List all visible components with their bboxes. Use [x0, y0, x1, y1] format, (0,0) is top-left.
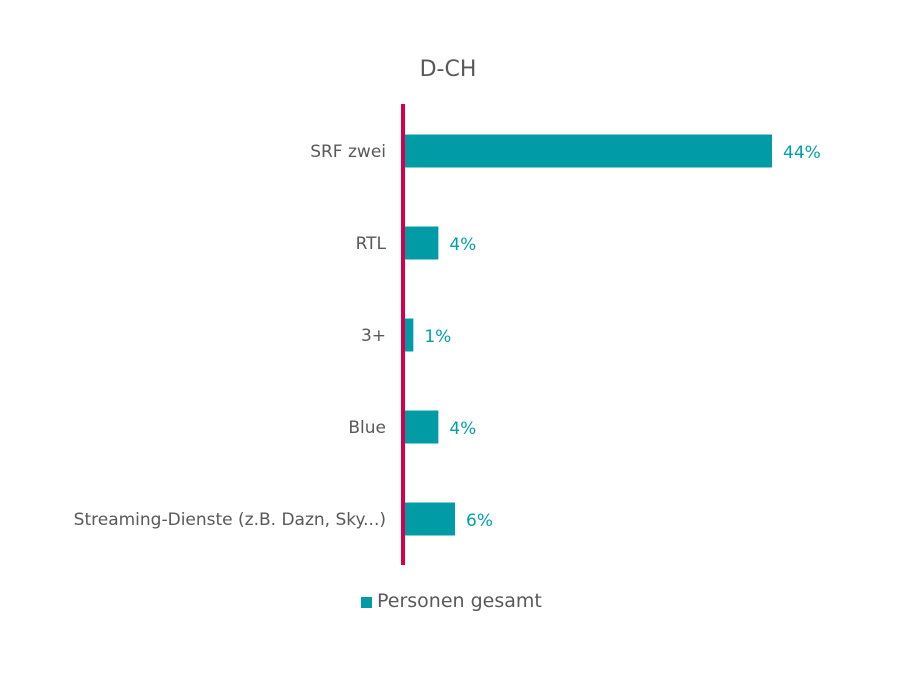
category-label: RTL [356, 234, 387, 254]
bar-1 [405, 226, 439, 260]
data-label: 6% [466, 511, 493, 531]
legend-label: Personen gesamt [377, 590, 542, 612]
bar-0 [405, 134, 772, 168]
legend-swatch [361, 597, 372, 608]
bar-3 [405, 410, 439, 444]
category-label: Blue [348, 418, 386, 438]
category-label: Streaming-Dienste (z.B. Dazn, Sky...) [74, 510, 386, 530]
category-label: SRF zwei [310, 142, 386, 162]
legend: Personen gesamt [361, 590, 542, 612]
bars-group: SRF zwei 44% RTL 4% 3+ 1% Blue 4% Streaming-Dien… [74, 134, 821, 536]
category-label: 3+ [361, 326, 386, 346]
data-label: 44% [783, 143, 821, 163]
data-label: 4% [449, 419, 476, 439]
chart-title: D-CH [420, 57, 477, 82]
data-label: 4% [449, 235, 476, 255]
bar-4 [405, 502, 456, 536]
data-label: 1% [424, 327, 451, 347]
bar-2 [405, 318, 414, 352]
